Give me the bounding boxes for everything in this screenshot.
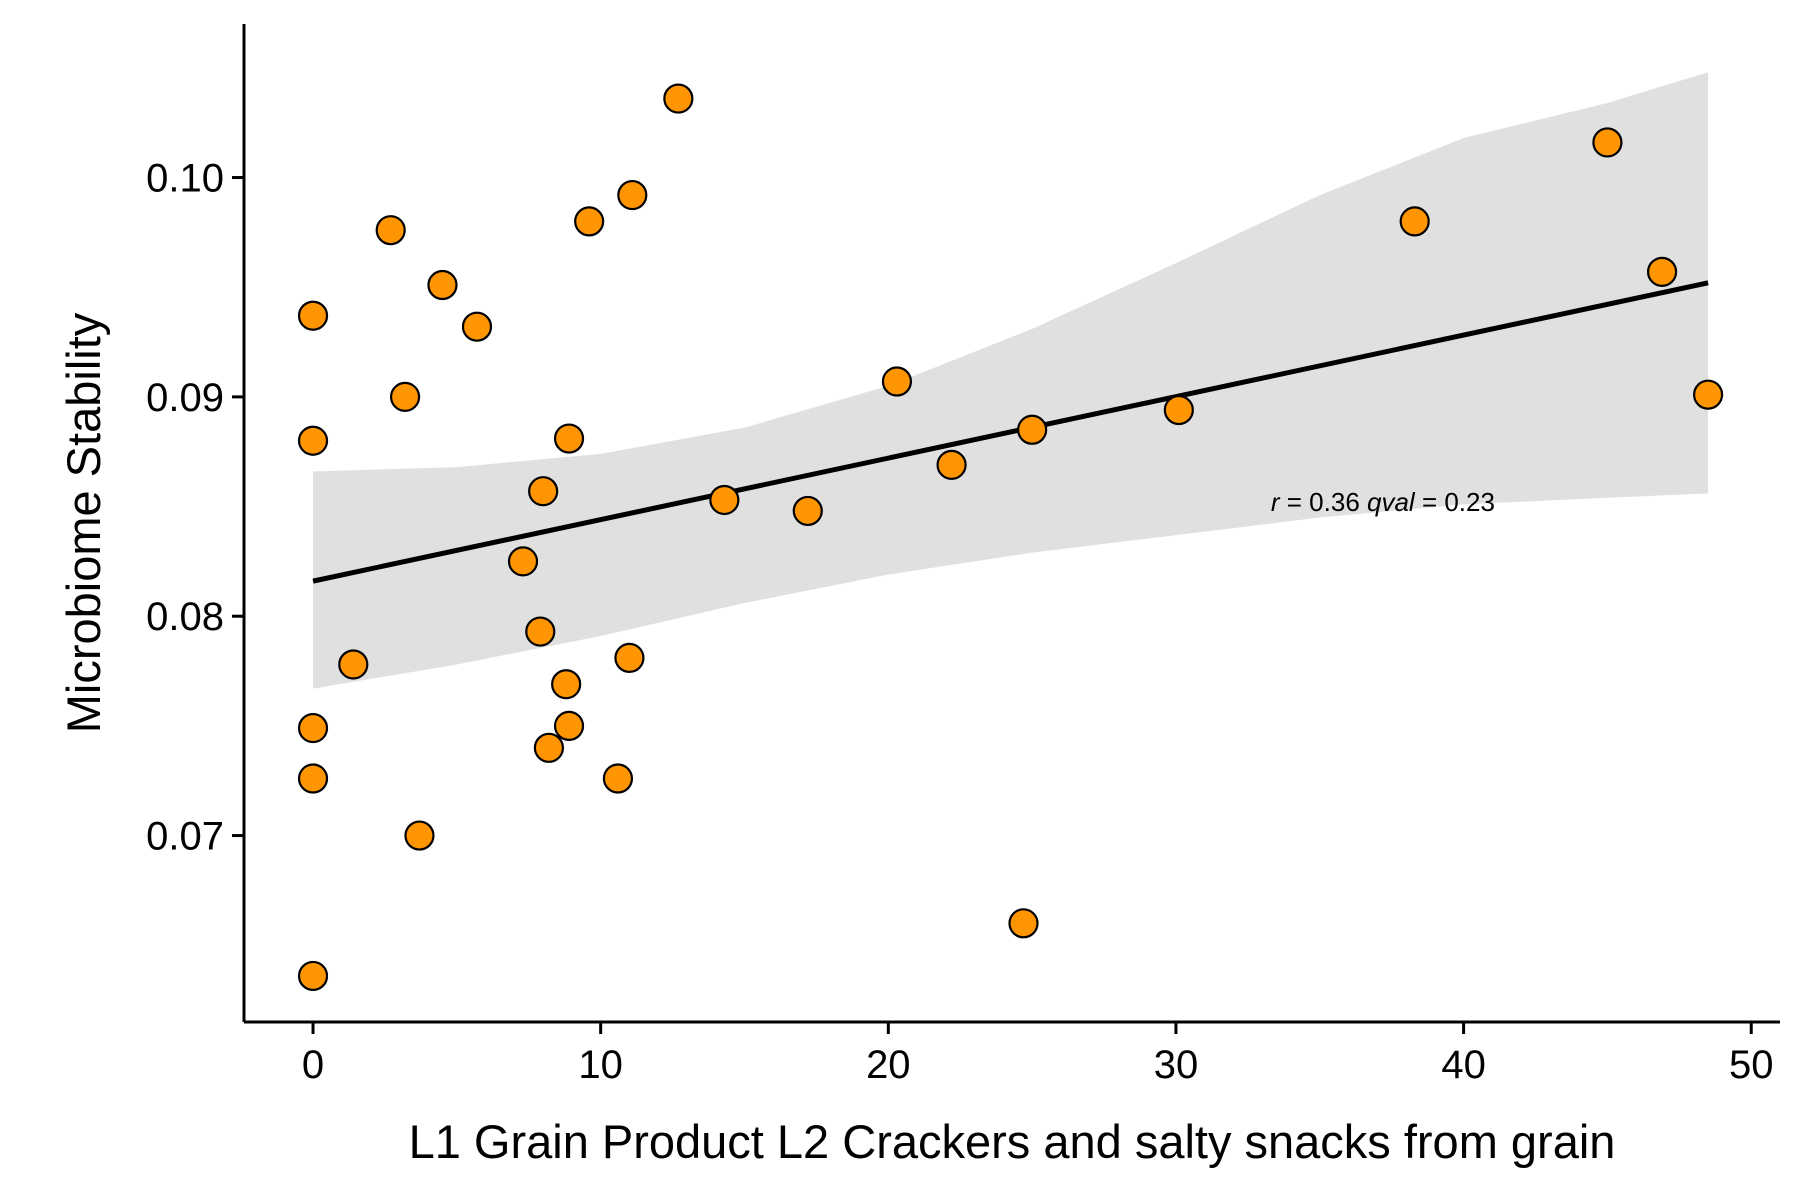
data-point-15: [551, 669, 582, 700]
data-point-7: [389, 381, 421, 412]
x-tick-label-4: 40: [1441, 1043, 1486, 1087]
data-point-4: [297, 960, 329, 992]
data-point-20: [614, 642, 645, 673]
data-point-29: [1163, 394, 1194, 426]
data-point-30: [1399, 206, 1430, 237]
data-point-26: [936, 449, 967, 480]
data-point-8: [404, 820, 435, 851]
points-layer: [297, 83, 1724, 992]
data-point-5: [338, 649, 369, 680]
x-tick-label-0: 0: [302, 1043, 324, 1087]
confidence-band-layer: [313, 72, 1709, 689]
data-point-32: [1646, 256, 1678, 287]
data-point-10: [461, 311, 493, 342]
data-point-22: [663, 83, 694, 114]
y-axis-title: Microbiome Stability: [57, 312, 110, 733]
data-point-21: [617, 179, 648, 211]
data-point-24: [792, 495, 823, 527]
y-tick-label-3: 0.10: [146, 157, 224, 201]
data-point-9: [427, 269, 458, 301]
data-point-12: [525, 616, 556, 647]
x-axis-title: L1 Grain Product L2 Crackers and salty s…: [409, 1115, 1616, 1168]
y-tick-label-0: 0.07: [146, 815, 224, 859]
x-tick-label-2: 20: [866, 1043, 911, 1087]
data-point-6: [375, 215, 406, 246]
confidence-band: [313, 72, 1709, 689]
x-tick-label-1: 10: [578, 1043, 623, 1087]
data-point-1: [297, 425, 329, 456]
x-tick-label-5: 50: [1729, 1043, 1774, 1087]
axes-layer: 0 10 20 30 40 50 0.07 0.08 0.09 0.10: [146, 24, 1780, 1087]
data-point-0: [297, 300, 329, 331]
data-point-28: [1017, 414, 1048, 445]
qval-symbol: qval: [1367, 487, 1416, 517]
regression-line: [312, 280, 1709, 584]
data-point-2: [297, 712, 329, 744]
r-value: = 0.36: [1280, 487, 1367, 517]
data-point-18: [574, 206, 605, 237]
data-point-17: [553, 423, 585, 454]
fit-line-layer: [312, 280, 1709, 584]
y-tick-label-2: 0.09: [146, 376, 224, 420]
correlation-annotation: r = 0.36 qval = 0.23: [1271, 487, 1495, 517]
data-point-27: [1008, 908, 1039, 939]
data-point-31: [1592, 127, 1623, 158]
data-point-25: [881, 366, 913, 397]
data-point-3: [297, 763, 329, 794]
x-tick-label-3: 30: [1154, 1043, 1199, 1087]
data-point-13: [528, 476, 559, 507]
data-point-16: [553, 710, 585, 741]
data-point-19: [602, 763, 634, 794]
y-tick-label-1: 0.08: [146, 595, 224, 639]
data-point-11: [507, 546, 539, 577]
data-point-33: [1692, 379, 1724, 410]
data-point-23: [709, 484, 740, 516]
qval-value: = 0.23: [1415, 487, 1495, 517]
data-point-14: [533, 732, 564, 763]
r-symbol: r: [1271, 487, 1281, 517]
